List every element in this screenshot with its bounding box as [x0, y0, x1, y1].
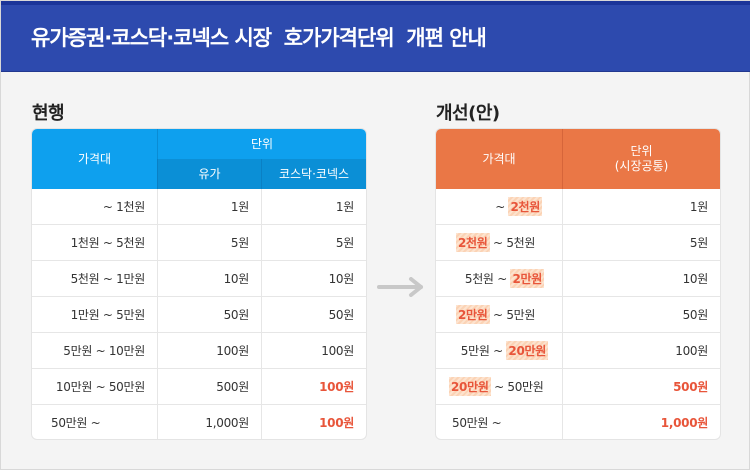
kosdaq-unit: 100원 — [319, 416, 354, 430]
unit: 1,000원 — [660, 416, 709, 430]
price-range: 2만원 ~ 5만원 — [436, 297, 562, 332]
kospi-unit: 100원 — [216, 344, 249, 358]
changed-value: 2만원 — [510, 269, 544, 288]
price-range: 20만원 ~ 50만원 — [436, 369, 562, 404]
kosdaq-unit: 50원 — [328, 308, 355, 322]
price-range: 50만원 ~ — [51, 416, 101, 430]
price-range: 5천원 ~ 2만원 — [436, 261, 562, 296]
header-kospi: 유가 — [157, 159, 261, 189]
proposed-table: 가격대 단위 (시장공통) ~ 2천원 1원 2천원 ~ 5천원 5원 5천원 … — [436, 129, 720, 439]
table-row: 5천원 ~ 2만원 10원 — [436, 260, 720, 296]
kospi-unit: 5원 — [230, 236, 249, 250]
unit: 100원 — [675, 344, 708, 358]
price-range: ~ 2천원 — [436, 189, 562, 224]
unit: 500원 — [673, 380, 708, 394]
kospi-unit: 1,000원 — [205, 416, 249, 430]
table-row: 1만원 ~ 5만원 50원 50원 — [32, 296, 366, 332]
kosdaq-unit: 100원 — [319, 380, 354, 394]
kospi-unit: 50원 — [223, 308, 250, 322]
table-row: 2만원 ~ 5만원 50원 — [436, 296, 720, 332]
unit: 5원 — [689, 236, 708, 250]
table-row: 5만원 ~ 20만원 100원 — [436, 332, 720, 368]
price-range: 5천원 ~ 1만원 — [70, 272, 146, 286]
price-range: 2천원 ~ 5천원 — [436, 225, 562, 260]
proposed-section-title: 개선(안) — [436, 103, 500, 124]
current-table: 가격대 단위 유가 코스닥·코넥스 ~ 1천원 1원 1원 1천원 ~ 5천원 … — [32, 129, 366, 439]
price-range: 50만원 ~ — [452, 416, 502, 430]
current-table-body: ~ 1천원 1원 1원 1천원 ~ 5천원 5원 5원 5천원 ~ 1만원 10… — [32, 189, 366, 439]
table-row: 1천원 ~ 5천원 5원 5원 — [32, 224, 366, 260]
kosdaq-unit: 1원 — [335, 200, 354, 214]
table-row: 10만원 ~ 50만원 500원 100원 — [32, 368, 366, 404]
table-row: 5천원 ~ 1만원 10원 10원 — [32, 260, 366, 296]
unit: 10원 — [682, 272, 709, 286]
header-price-range: 가격대 — [436, 129, 562, 189]
header-bar: 유가증권·코스닥·코넥스 시장 호가가격단위 개편 안내 — [1, 1, 750, 72]
header-unit-label: 단위 — [630, 144, 653, 158]
price-range: ~ 1천원 — [102, 200, 145, 214]
table-row: ~ 1천원 1원 1원 — [32, 189, 366, 225]
kosdaq-unit: 10원 — [328, 272, 355, 286]
kosdaq-unit: 5원 — [335, 236, 354, 250]
kosdaq-unit: 100원 — [321, 344, 354, 358]
table-row: ~ 2천원 1원 — [436, 189, 720, 225]
arrow-right-icon — [377, 277, 423, 297]
changed-value: 2천원 — [508, 197, 542, 216]
kospi-unit: 1원 — [230, 200, 249, 214]
kospi-unit: 500원 — [216, 380, 249, 394]
table-row: 50만원 ~ 1,000원 — [436, 404, 720, 439]
changed-value: 20만원 — [506, 341, 548, 360]
changed-value: 2만원 — [456, 305, 490, 324]
table-row: 2천원 ~ 5천원 5원 — [436, 224, 720, 260]
unit: 1원 — [689, 200, 708, 214]
kospi-unit: 10원 — [223, 272, 250, 286]
page-title: 유가증권·코스닥·코넥스 시장 호가가격단위 개편 안내 — [31, 26, 487, 50]
price-range: 10만원 ~ 50만원 — [55, 380, 145, 394]
table-row: 20만원 ~ 50만원 500원 — [436, 368, 720, 404]
unit: 50원 — [682, 308, 709, 322]
table-row: 50만원 ~ 1,000원 100원 — [32, 404, 366, 439]
current-section-title: 현행 — [32, 103, 65, 124]
table-row: 5만원 ~ 10만원 100원 100원 — [32, 332, 366, 368]
price-range: 5만원 ~ 20만원 — [436, 333, 562, 368]
price-range: 1천원 ~ 5천원 — [70, 236, 146, 250]
proposed-table-body: ~ 2천원 1원 2천원 ~ 5천원 5원 5천원 ~ 2만원 10원 2만원 … — [436, 189, 720, 439]
changed-value: 2천원 — [456, 233, 490, 252]
header-unit-sublabel: (시장공통) — [614, 159, 669, 173]
price-range: 1만원 ~ 5만원 — [70, 308, 146, 322]
header-unit-common: 단위 (시장공통) — [562, 129, 720, 189]
header-kosdaq-konex: 코스닥·코넥스 — [261, 159, 366, 189]
price-range: 5만원 ~ 10만원 — [63, 344, 145, 358]
header-price-range: 가격대 — [32, 129, 157, 189]
changed-value: 20만원 — [449, 377, 491, 396]
header-unit: 단위 — [157, 129, 366, 159]
